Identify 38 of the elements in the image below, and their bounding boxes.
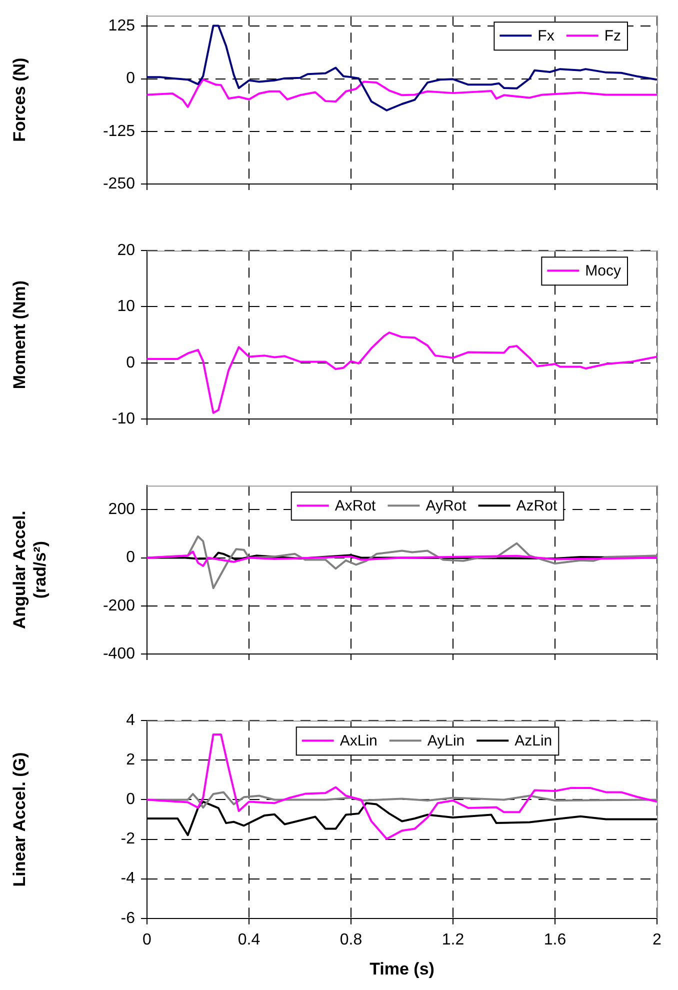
y-axis-title: Moment (Nm) bbox=[10, 280, 29, 390]
legend-label: AxLin bbox=[340, 732, 378, 750]
x-tick-label: 0.4 bbox=[238, 931, 260, 948]
legend-label: AzRot bbox=[516, 498, 558, 515]
x-tick-label: 1.2 bbox=[442, 931, 464, 948]
legend-label: Fz bbox=[604, 28, 622, 45]
legend-label: Fx bbox=[538, 28, 555, 45]
legend-label: AxRot bbox=[334, 498, 377, 515]
y-tick-label: 0 bbox=[126, 70, 136, 88]
y-axis-title: Angular Accel. (rad/s²) bbox=[10, 510, 50, 630]
legend-label: Mocy bbox=[585, 262, 622, 280]
x-tick-label: 1.6 bbox=[544, 931, 566, 948]
y-tick-label: -4 bbox=[120, 870, 136, 888]
y-tick-label: 0 bbox=[126, 791, 136, 808]
x-axis-title: Time (s) bbox=[370, 959, 434, 978]
y-tick-label: -200 bbox=[102, 597, 136, 614]
y-tick-label: -10 bbox=[112, 410, 136, 428]
y-tick-label: 2 bbox=[126, 752, 136, 769]
y-tick-label: -400 bbox=[102, 645, 136, 662]
y-tick-label: 125 bbox=[108, 18, 136, 35]
x-tick-label: 2 bbox=[652, 931, 662, 948]
x-tick-label: 0.8 bbox=[340, 931, 362, 948]
y-axis-title: Forces (N) bbox=[10, 58, 29, 142]
legend-label: AzLin bbox=[514, 732, 552, 750]
y-tick-label: 0 bbox=[126, 549, 136, 566]
y-tick-label: 4 bbox=[126, 712, 136, 730]
x-tick-label: 0 bbox=[142, 931, 152, 948]
y-axis-title: Linear Accel. (G) bbox=[10, 752, 29, 887]
y-tick-label: 200 bbox=[108, 501, 136, 518]
y-tick-label: -6 bbox=[120, 910, 136, 927]
y-tick-label: 0 bbox=[126, 354, 136, 372]
legend-label: AyRot bbox=[426, 498, 468, 515]
y-tick-label: 10 bbox=[117, 298, 136, 316]
y-tick-label: 20 bbox=[117, 242, 136, 260]
y-tick-label: -2 bbox=[120, 830, 136, 848]
y-tick-label: -125 bbox=[102, 122, 136, 140]
legend-label: AyLin bbox=[427, 732, 465, 750]
y-tick-label: -250 bbox=[102, 175, 136, 192]
